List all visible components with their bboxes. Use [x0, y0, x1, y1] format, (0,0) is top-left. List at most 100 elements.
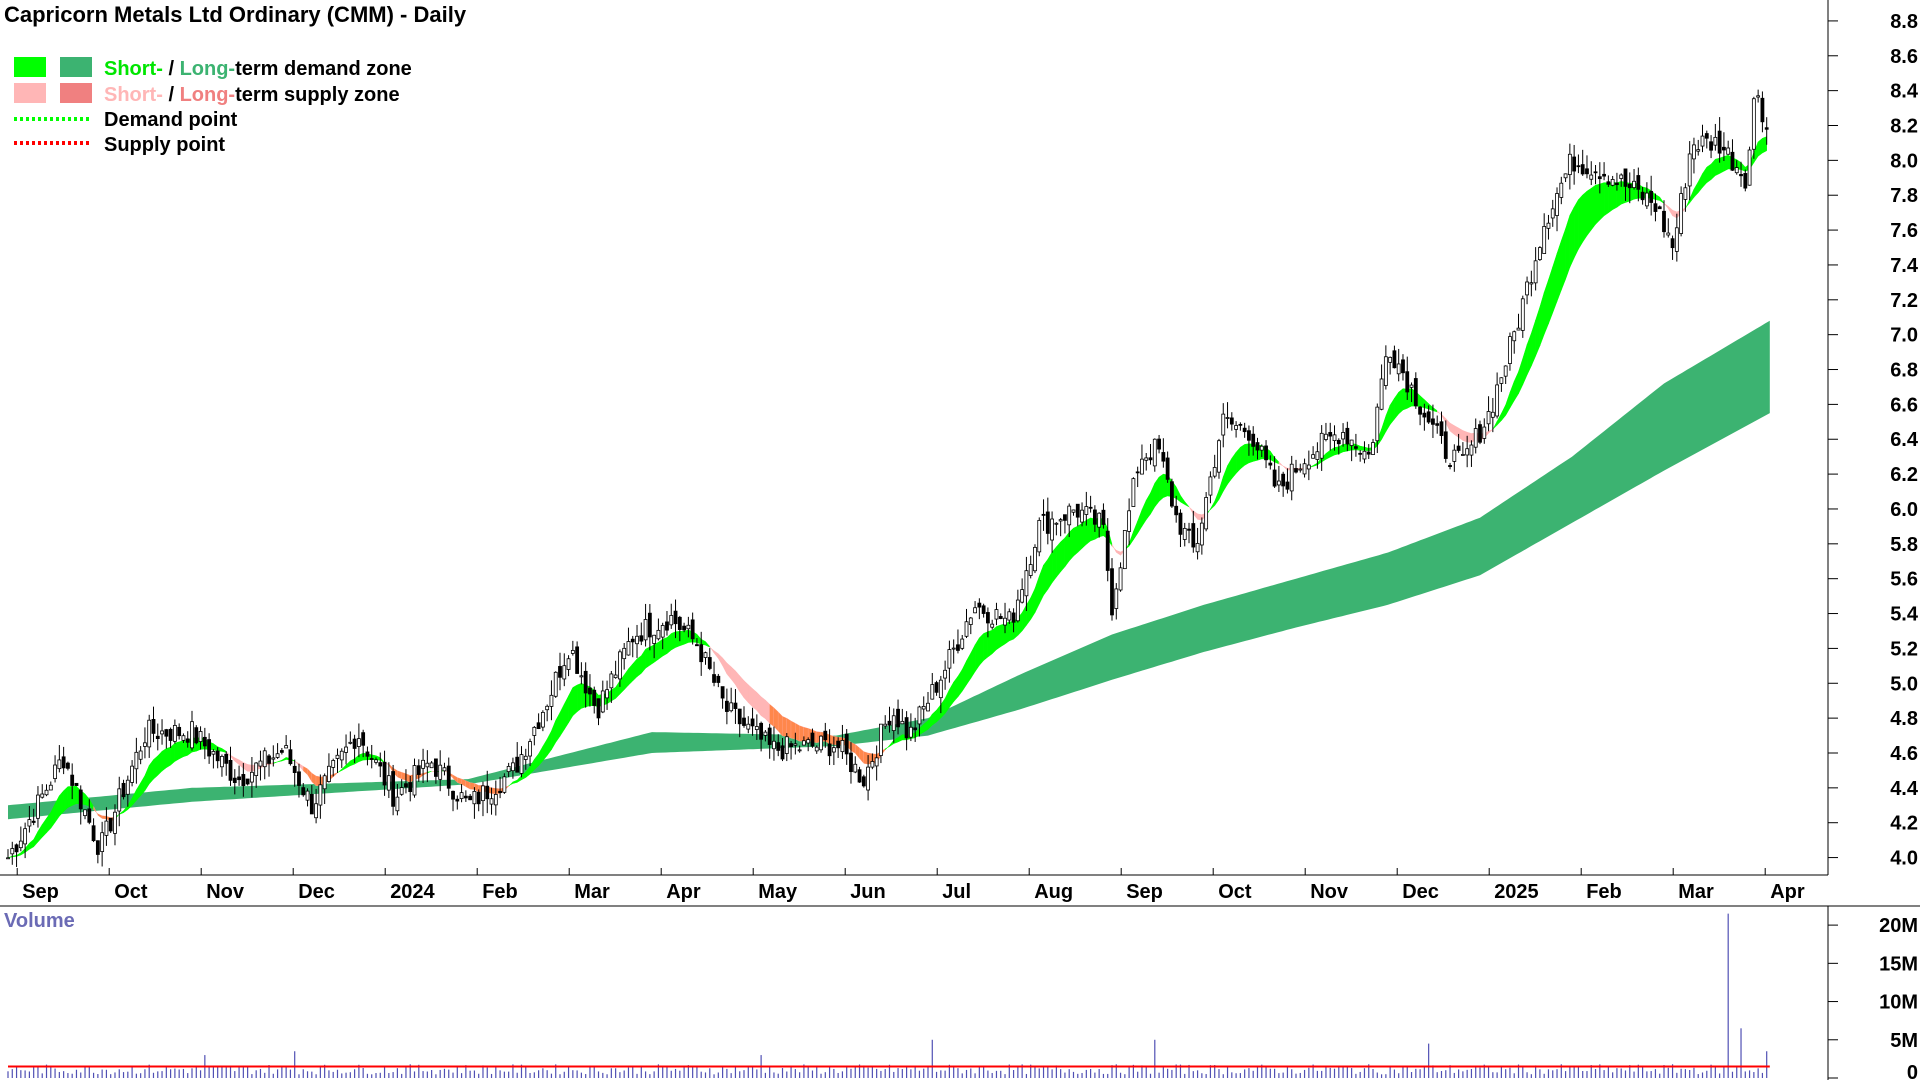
- candle-body: [1238, 423, 1243, 426]
- time-tick-label: 2025: [1494, 881, 1539, 903]
- candle-body: [1259, 445, 1264, 451]
- short-term-demand-zone-segment: [1612, 182, 1618, 211]
- short-term-demand-zone-segment: [1060, 537, 1066, 573]
- candle-body: [1161, 452, 1166, 462]
- candle-body: [356, 738, 361, 747]
- candle-body: [1298, 468, 1303, 471]
- candle-body: [1405, 371, 1410, 393]
- time-tick-label: Apr: [666, 881, 701, 903]
- short-term-demand-zone-segment: [1274, 456, 1280, 465]
- time-tick-label: Dec: [298, 881, 335, 903]
- candle-body: [1225, 417, 1230, 419]
- candle-body: [831, 747, 836, 753]
- candle-body: [917, 706, 922, 725]
- short-term-demand-zone-segment: [979, 632, 984, 667]
- candle-body: [1486, 411, 1491, 425]
- legend-swatch-short-demand: [14, 57, 46, 77]
- candle-body: [1349, 439, 1354, 446]
- candle-body: [78, 789, 83, 810]
- candle-body: [618, 651, 622, 680]
- candle-body: [1075, 503, 1080, 518]
- short-term-demand-zone-segment: [1565, 215, 1571, 280]
- candle-body: [553, 671, 558, 697]
- candle-body: [665, 621, 669, 631]
- candle-body: [511, 762, 515, 772]
- candle-body: [386, 775, 391, 791]
- candle-body: [857, 769, 862, 783]
- short-term-demand-zone-segment: [427, 770, 432, 774]
- short-term-demand-zone-segment: [1659, 196, 1665, 204]
- short-term-demand-zone-segment: [623, 668, 629, 691]
- candle-body: [207, 739, 212, 757]
- candle-body: [215, 750, 220, 762]
- candle-body: [1529, 282, 1534, 285]
- candle-body: [104, 820, 109, 836]
- candle-body: [1135, 471, 1140, 474]
- short-term-demand-zone-segment: [1334, 446, 1340, 456]
- short-term-demand-zone-segment: [1009, 621, 1014, 642]
- candle-body: [797, 749, 802, 752]
- short-term-demand-zone-segment: [1573, 198, 1579, 259]
- time-axis: Sep Oct Nov Dec 2024 Feb Mar Apr May Jun Jul Aug Sep…: [16, 868, 1805, 903]
- legend-short-word: Short-: [104, 84, 163, 106]
- short-term-demand-zone-segment: [1723, 154, 1729, 172]
- short-term-demand-zone-segment: [974, 637, 980, 673]
- short-term-demand-zone-segment: [884, 744, 890, 751]
- short-term-supply-zone-segment: [1454, 425, 1459, 438]
- candle-body: [1409, 384, 1414, 388]
- short-term-demand-zone-segment: [683, 629, 689, 645]
- price-tick-label: 7.0: [1890, 325, 1918, 347]
- candle-body: [1709, 141, 1713, 151]
- price-tick-label: 6.8: [1890, 360, 1918, 382]
- short-term-demand-zone-segment: [1158, 473, 1164, 502]
- short-term-demand-zone-segment: [221, 748, 227, 753]
- candle-body: [1332, 434, 1337, 442]
- candle-body: [1063, 514, 1067, 521]
- short-term-demand-zone-segment: [628, 663, 633, 686]
- short-term-demand-zone-segment: [1128, 531, 1134, 548]
- short-term-demand-zone-segment: [576, 682, 582, 713]
- time-tick-label: Sep: [22, 881, 59, 903]
- candle-body: [1627, 183, 1632, 189]
- candle-body: [1610, 179, 1615, 186]
- candle-body: [1747, 149, 1752, 186]
- candle-body: [1563, 173, 1568, 179]
- short-term-demand-zone-segment: [153, 755, 159, 780]
- candle-body: [245, 778, 250, 785]
- short-term-demand-zone-segment: [1535, 306, 1541, 357]
- time-tick-label: Jul: [942, 881, 971, 903]
- candle-body: [1683, 187, 1688, 200]
- short-term-demand-zone-segment: [178, 740, 184, 760]
- candle-body: [677, 616, 682, 630]
- short-term-demand-zone-segment: [33, 831, 39, 848]
- candle-body: [540, 711, 545, 728]
- candle-body: [297, 771, 301, 786]
- candle-body: [853, 763, 858, 773]
- candle-body: [596, 698, 601, 719]
- candle-body: [703, 652, 708, 658]
- candle-body: [609, 673, 614, 689]
- candle-body: [143, 742, 147, 747]
- time-tick-label: Aug: [1034, 881, 1073, 903]
- overlap-zone-segment: [461, 779, 466, 787]
- candle-body: [172, 725, 177, 742]
- short-term-demand-zone-segment: [71, 786, 77, 806]
- short-term-demand-zone-segment: [1145, 491, 1151, 521]
- candle-body: [177, 726, 182, 737]
- candle-body: [1311, 454, 1316, 459]
- short-term-demand-zone-segment: [1043, 558, 1049, 597]
- candle-body: [934, 682, 939, 693]
- short-term-demand-zone-segment: [987, 629, 993, 658]
- overlap-zone-segment: [102, 815, 107, 819]
- short-term-demand-zone-segment: [512, 779, 518, 784]
- price-tick-label: 4.6: [1890, 743, 1918, 765]
- candle-body: [284, 745, 289, 749]
- candle-body: [429, 762, 434, 769]
- candle-body: [1088, 506, 1093, 509]
- candle-body: [160, 730, 164, 735]
- price-tick-label: 7.4: [1890, 255, 1919, 277]
- volume-tick-label: 0: [1907, 1062, 1918, 1080]
- short-term-demand-zone-segment: [1270, 450, 1275, 463]
- candle-body: [1743, 173, 1748, 189]
- candle-body: [408, 782, 413, 792]
